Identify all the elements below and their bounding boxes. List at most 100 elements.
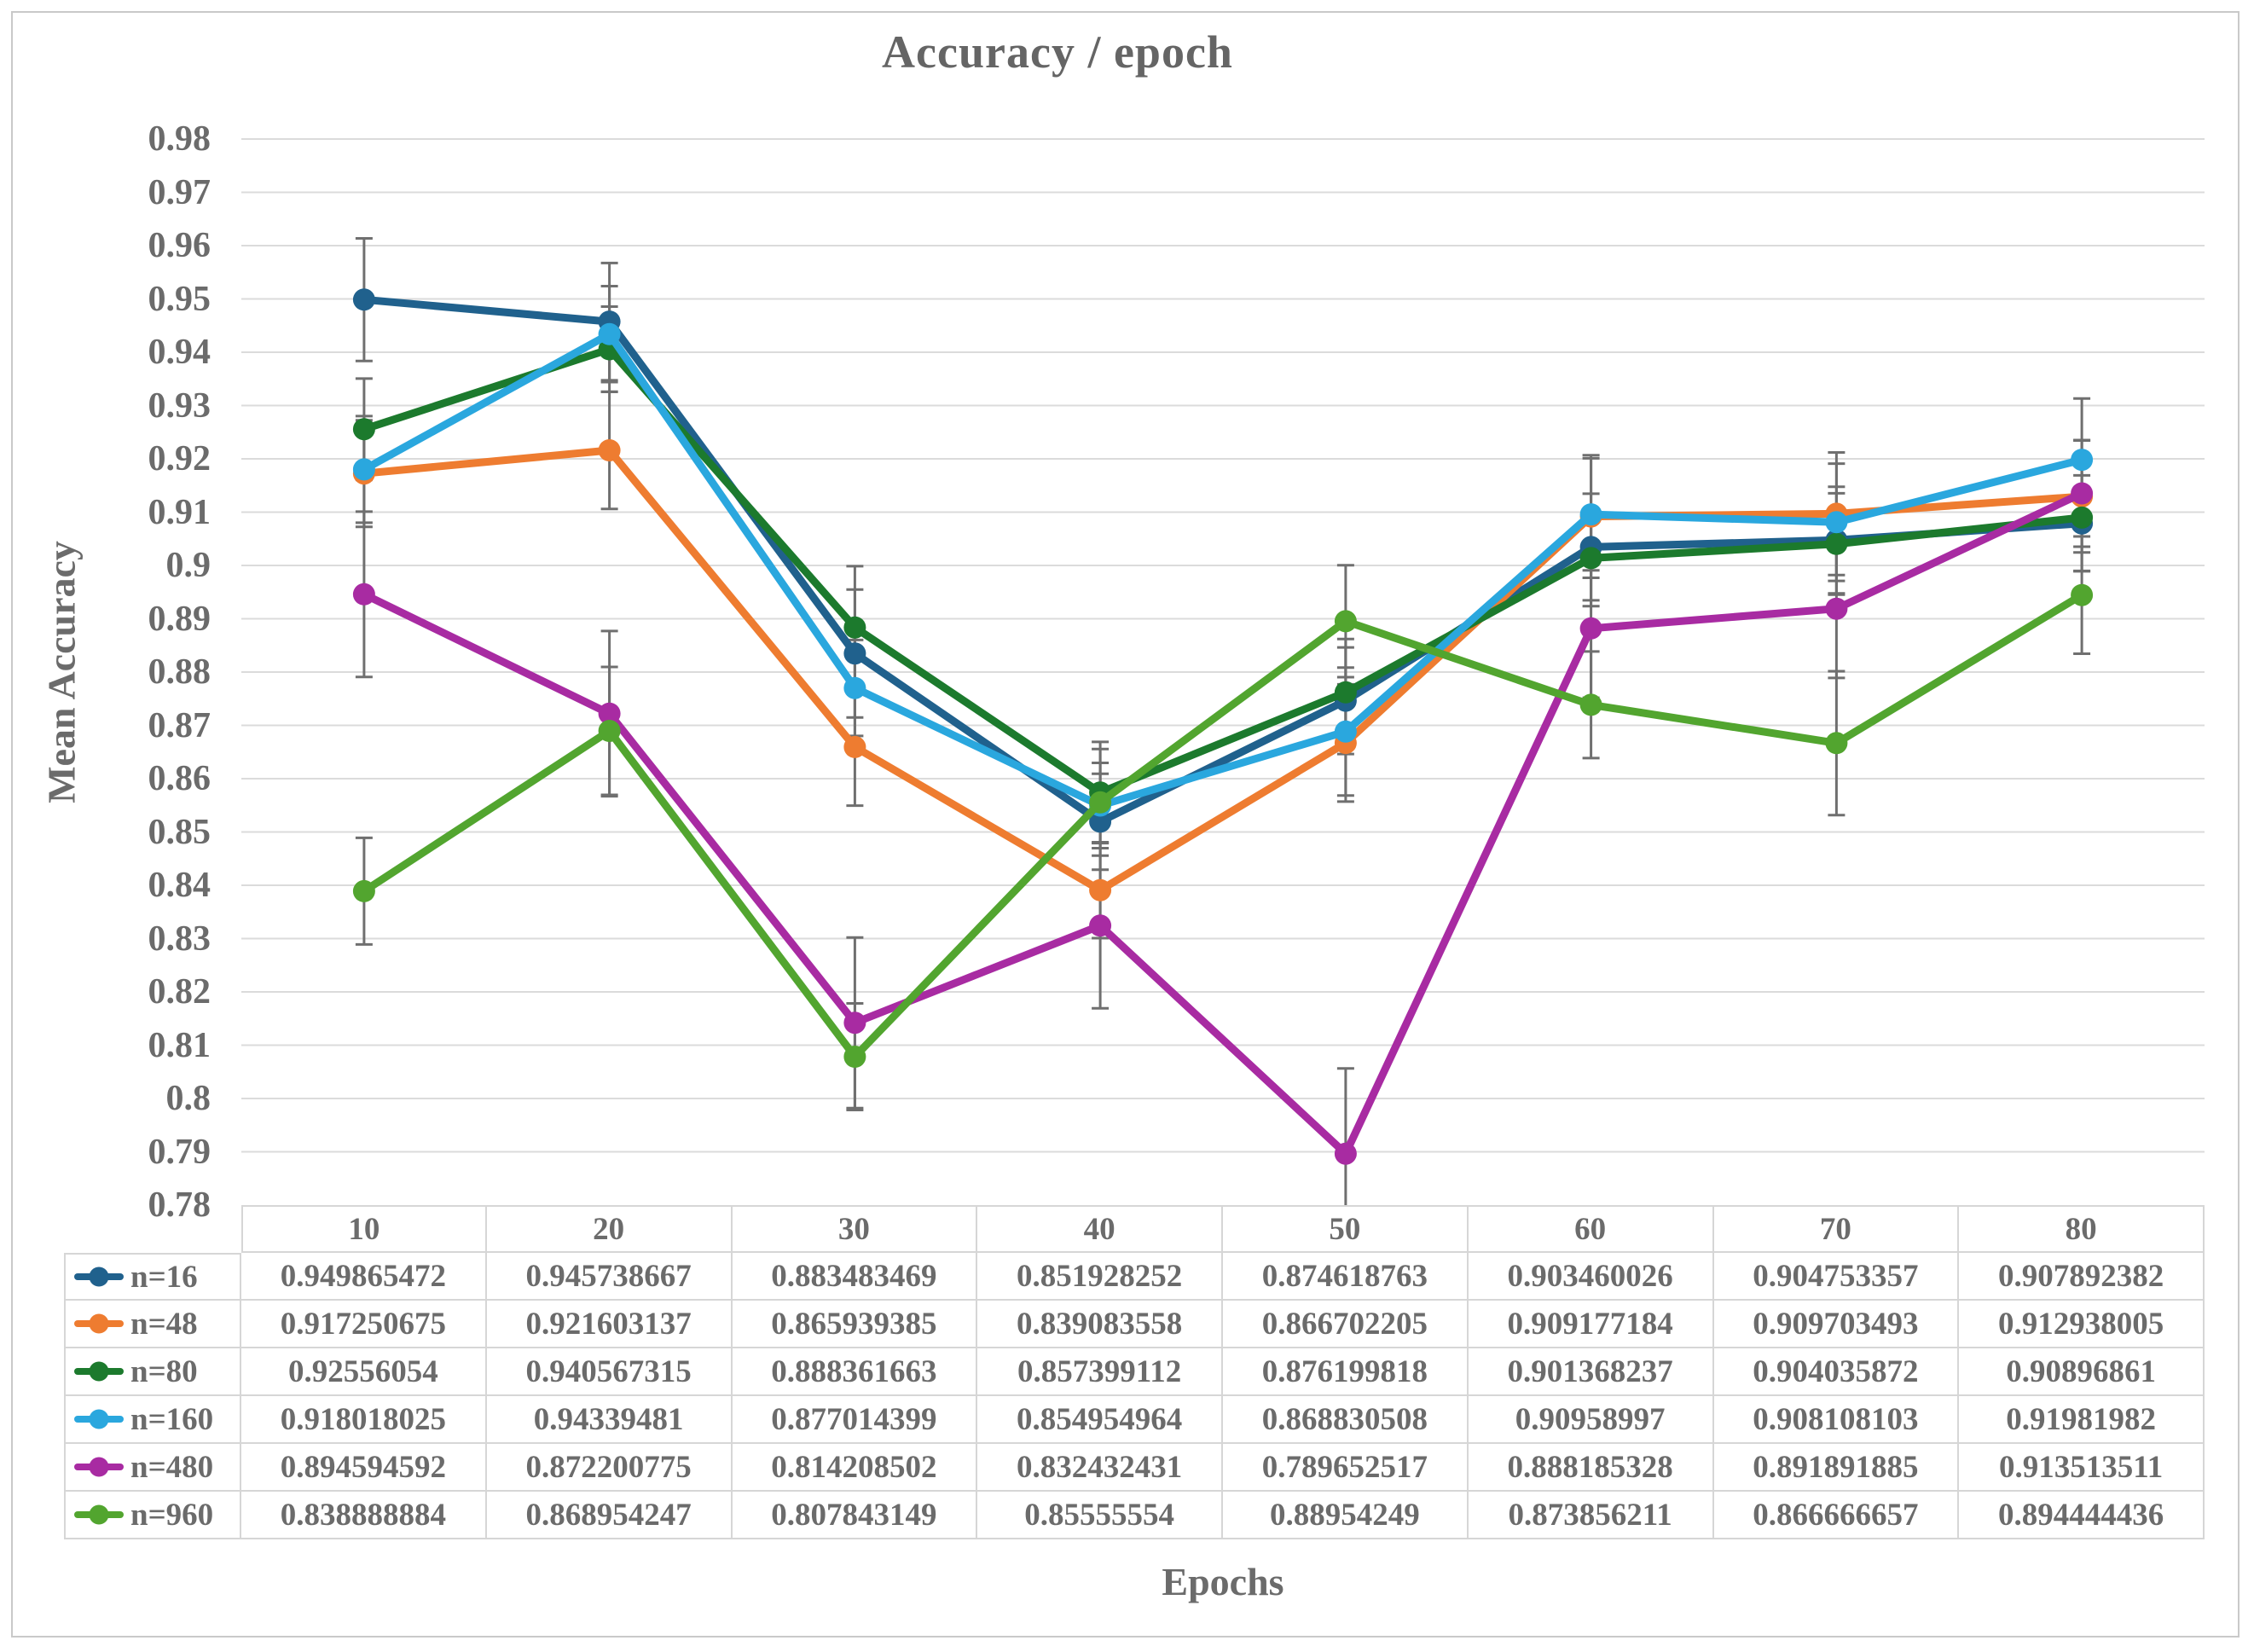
x-axis-title: Epochs [1162,1560,1284,1603]
data-table: 10 20 30 40 50 60 70 80 n=16 0.949865472 0.9457386… [64,1205,2205,1539]
legend-item-n160: n=160 [64,1396,241,1444]
series-line-n160 [360,330,2086,809]
data-point-n480 [1334,1142,1357,1165]
legend-item-n960: n=960 [64,1492,241,1539]
series-line-n480 [360,490,2086,1158]
y-tick-label: 0.84 [148,866,211,905]
line-chart-plot [241,138,2205,1205]
legend-marker-icon [74,1361,124,1382]
value-cell-n48: 0.839083558 [977,1301,1223,1348]
data-point-n960 [843,1046,866,1068]
data-point-n480 [843,1011,866,1035]
y-tick-label: 0.95 [148,279,211,319]
y-tick-label: 0.87 [148,705,211,745]
value-cell-n960: 0.85555554 [977,1492,1223,1539]
data-point-n80 [1334,681,1357,704]
data-point-n480 [352,583,375,606]
value-cell-n960: 0.866666657 [1713,1492,1960,1539]
value-cell-n160: 0.868830508 [1223,1396,1469,1444]
data-point-n16 [352,288,375,311]
legend-label: n=960 [130,1497,214,1533]
data-point-n960 [1825,732,1848,755]
data-point-n160 [2071,449,2094,472]
chart-title: Accuracy / epoch [882,26,1233,78]
value-cell-n960: 0.873856211 [1468,1492,1714,1539]
value-cell-n16: 0.851928252 [977,1253,1223,1301]
legend-marker-icon [74,1313,124,1334]
epoch-header-cell: 80 [1959,1205,2205,1253]
data-point-n80 [2071,506,2094,529]
value-cell-n80: 0.92556054 [241,1348,487,1396]
y-tick-label: 0.9 [165,546,211,585]
y-tick-label: 0.81 [148,1025,211,1065]
value-cell-n480: 0.913513511 [1959,1444,2205,1492]
data-point-n48 [598,439,621,461]
legend-marker-icon [74,1457,124,1477]
data-point-n80 [1579,547,1602,570]
y-tick-label: 0.82 [148,972,211,1011]
value-cell-n480: 0.789652517 [1223,1444,1469,1492]
epoch-header-cell: 20 [486,1205,733,1253]
figure-border [11,11,2240,1638]
value-cell-n80: 0.888361663 [732,1348,978,1396]
data-point-n48 [843,735,866,758]
series-line-n16 [360,295,2086,826]
value-cell-n16: 0.874618763 [1223,1253,1469,1301]
data-point-n80 [352,418,375,441]
y-tick-label: 0.78 [148,1185,211,1225]
data-point-n960 [2071,583,2094,606]
y-tick-label: 0.94 [148,333,211,372]
value-cell-n80: 0.904035872 [1713,1348,1960,1396]
value-cell-n480: 0.832432431 [977,1444,1223,1492]
value-cell-n480: 0.894594592 [241,1444,487,1492]
legend-item-n480: n=480 [64,1444,241,1492]
data-point-n480 [598,702,621,725]
series-line-n48 [360,446,2086,895]
data-point-n160 [1579,503,1602,526]
value-cell-n160: 0.91981982 [1959,1396,2205,1444]
legend-item-n16: n=16 [64,1253,241,1301]
table-corner-cell [64,1205,241,1253]
data-point-n960 [1089,791,1112,814]
legend-label: n=480 [130,1449,214,1485]
value-cell-n160: 0.918018025 [241,1396,487,1444]
value-cell-n48: 0.917250675 [241,1301,487,1348]
data-point-n160 [1334,720,1357,743]
data-point-n480 [2071,482,2094,505]
series-line-n960 [360,591,2086,1061]
value-cell-n16: 0.945738667 [486,1253,733,1301]
value-cell-n960: 0.807843149 [732,1492,978,1539]
legend-label: n=160 [130,1401,214,1437]
data-point-n480 [1825,597,1848,620]
epoch-header-cell: 60 [1468,1205,1714,1253]
value-cell-n80: 0.901368237 [1468,1348,1714,1396]
y-tick-label: 0.98 [148,119,211,159]
value-cell-n480: 0.814208502 [732,1444,978,1492]
data-point-n16 [843,642,866,665]
value-cell-n48: 0.866702205 [1223,1301,1469,1348]
legend-label: n=48 [130,1306,198,1342]
value-cell-n160: 0.94339481 [486,1396,733,1444]
data-point-n960 [352,879,375,902]
value-cell-n480: 0.888185328 [1468,1444,1714,1492]
epoch-header-cell: 70 [1713,1205,1960,1253]
data-point-n160 [352,458,375,481]
y-tick-label: 0.86 [148,759,211,798]
y-tick-label: 0.97 [148,172,211,212]
value-cell-n480: 0.872200775 [486,1444,733,1492]
y-tick-label: 0.89 [148,599,211,639]
data-point-n48 [1089,878,1112,901]
data-point-n960 [598,720,621,742]
value-cell-n960: 0.894444436 [1959,1492,2205,1539]
legend-label: n=16 [130,1259,198,1295]
value-cell-n480: 0.891891885 [1713,1444,1960,1492]
value-cell-n16: 0.903460026 [1468,1253,1714,1301]
value-cell-n80: 0.876199818 [1223,1348,1469,1396]
data-point-n16 [1089,810,1112,833]
legend-item-n80: n=80 [64,1348,241,1396]
y-tick-label: 0.92 [148,439,211,478]
data-point-n160 [1825,511,1848,534]
data-point-n960 [1579,693,1602,716]
data-point-n960 [1334,610,1357,633]
